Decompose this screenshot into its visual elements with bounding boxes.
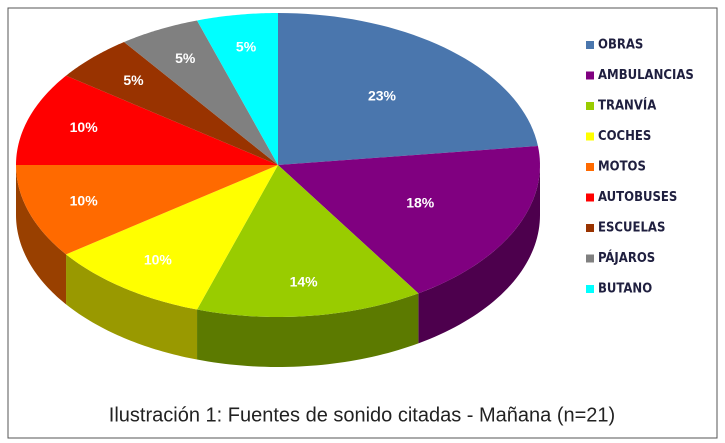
- legend-swatch: [586, 224, 594, 232]
- legend-label: COCHES: [598, 129, 651, 144]
- slice-label: 14%: [290, 273, 319, 289]
- slice-label: 23%: [368, 87, 397, 103]
- slice-side: [66, 254, 198, 360]
- slice: [66, 42, 279, 165]
- slice-side: [418, 165, 540, 344]
- pie-sides: [16, 165, 540, 367]
- slice-label: 18%: [406, 195, 435, 211]
- slice-label: 10%: [144, 252, 173, 268]
- slice: [16, 165, 278, 255]
- legend-swatch: [586, 102, 594, 110]
- legend-label: MOTOS: [598, 160, 646, 175]
- legend-label: PÁJAROS: [598, 250, 655, 266]
- legend-swatch: [586, 163, 594, 171]
- caption: Ilustración 1: Fuentes de sonido citadas…: [109, 404, 615, 426]
- pie-tops: [16, 13, 540, 317]
- legend-label: ESCUELAS: [598, 221, 665, 236]
- slice: [278, 13, 538, 165]
- legend: OBRAS AMBULANCIAS TRANVÍA COCHES MOTOS AUTOBU…: [586, 38, 694, 297]
- slice: [197, 13, 278, 165]
- legend-label: AMBULANCIAS: [598, 68, 694, 83]
- legend-label: AUTOBUSES: [598, 190, 677, 205]
- slice: [124, 20, 278, 166]
- slice-side: [197, 293, 419, 367]
- legend-label: BUTANO: [598, 282, 652, 297]
- slice-label: 5%: [175, 50, 196, 66]
- slice-label: 10%: [70, 192, 99, 208]
- slice-label: 5%: [123, 72, 144, 88]
- legend-swatch: [586, 71, 594, 80]
- legend-swatch: [586, 285, 594, 293]
- legend-swatch: [586, 132, 594, 141]
- legend-label: OBRAS: [598, 38, 643, 53]
- legend-swatch: [586, 254, 594, 263]
- legend-swatch: [586, 41, 594, 49]
- pie-labels: 23% 18% 14% 10% 10% 10% 5% 5% 5%: [70, 39, 435, 290]
- slice-label: 10%: [70, 119, 99, 135]
- slice: [278, 145, 540, 294]
- legend-swatch: [586, 193, 594, 202]
- slice-label: 5%: [236, 39, 257, 55]
- slice: [197, 165, 419, 317]
- slice: [16, 75, 278, 165]
- slice: [66, 165, 279, 310]
- slice-side: [16, 165, 67, 305]
- legend-label: TRANVÍA: [598, 98, 656, 114]
